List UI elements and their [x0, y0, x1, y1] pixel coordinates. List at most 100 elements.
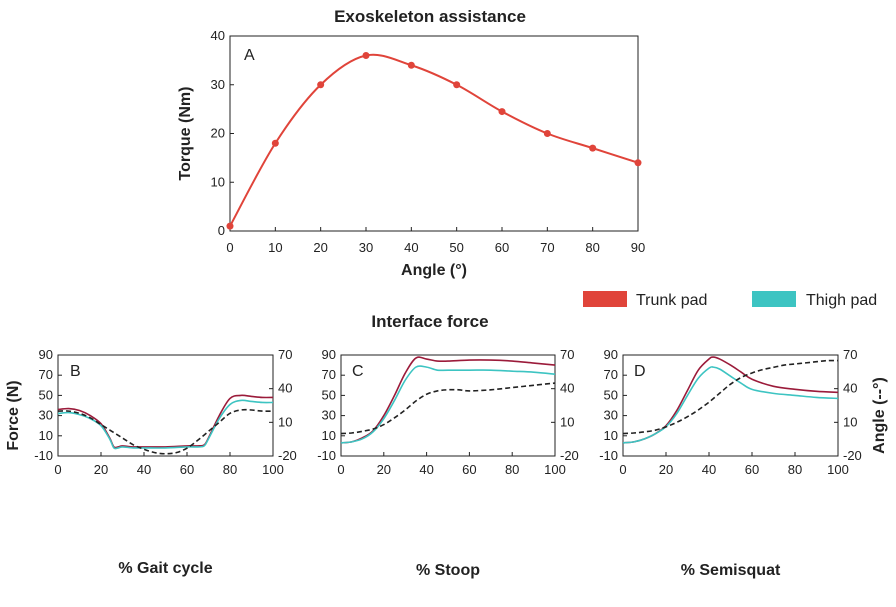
legend: Trunk pad Thigh pad: [583, 291, 877, 309]
panel-b-ylabel: Force (N): [5, 380, 22, 450]
panel-a-xtick-label: 90: [631, 240, 645, 255]
panel-a-series-0-line: [229, 53, 639, 227]
panel-a-xtick-label: 80: [585, 240, 599, 255]
panel-d-xtick-label: 40: [702, 462, 716, 477]
legend-swatch-trunk: [583, 291, 627, 307]
panel-d-ytick-label: 90: [604, 347, 618, 362]
panel-d-y2tick-label: 10: [843, 414, 857, 429]
panel-d-xtick-label: 60: [745, 462, 759, 477]
panel-b-series-0-line: [57, 394, 274, 449]
panel-a-xtick-label: 50: [449, 240, 463, 255]
legend-label-thigh: Thigh pad: [806, 292, 877, 309]
panel-c-ytick-label: 30: [322, 408, 336, 423]
panel-c-y2tick-label: -20: [560, 448, 579, 463]
panel-b-series-1-line: [57, 399, 274, 450]
panel-a-series-0-point-8: [589, 144, 597, 152]
panel-c-y2tick-label: 70: [560, 347, 574, 362]
panel-c-xtick-label: 0: [337, 462, 344, 477]
panel-d-ytick-label: 30: [604, 408, 618, 423]
panel-c-xtick-label: 40: [419, 462, 433, 477]
panel-b-xtick-label: 60: [180, 462, 194, 477]
panel-b-ytick-label: -10: [34, 448, 53, 463]
panel-c-axes-box: [340, 354, 556, 457]
panel-b-ytick-label: 50: [39, 387, 53, 402]
panel-b-ytick-label: 90: [39, 347, 53, 362]
panel-b-y2tick-label: 70: [278, 347, 292, 362]
panel-a-series-0-point-5: [453, 81, 461, 89]
panel-a-ylabel: Torque (Nm): [177, 87, 194, 181]
panel-a-ytick-label: 20: [211, 126, 225, 141]
panel-c-xtick-label: 100: [544, 462, 566, 477]
panel-c-xtick-label: 80: [505, 462, 519, 477]
panel-b-ytick-label: 70: [39, 367, 53, 382]
panel-a-series-0-point-0: [226, 222, 234, 230]
panel-c-series-2-line: [340, 382, 556, 435]
panel-a-letter: A: [244, 47, 255, 64]
panel-a-series-0-point-2: [317, 81, 325, 89]
panel-d-axes-box: [622, 354, 839, 457]
interface-force-title: Interface force: [371, 312, 488, 331]
panel-a-ytick-label: 10: [211, 174, 225, 189]
panel-d-letter: D: [634, 363, 646, 380]
panel-d-xtick-label: 100: [827, 462, 849, 477]
panel-a-series-0-point-1: [271, 139, 279, 147]
panel-d-xtick-label: 0: [619, 462, 626, 477]
panel-b-xtick-label: 0: [54, 462, 61, 477]
panel-d-ytick-label: 10: [604, 428, 618, 443]
panel-b-series-2-line: [57, 408, 274, 455]
panel-b-xtick-label: 40: [137, 462, 151, 477]
panel-c-y2tick-label: 40: [560, 381, 574, 396]
chart-a-title: Exoskeleton assistance: [334, 7, 526, 26]
panel-b-ytick-label: 30: [39, 408, 53, 423]
panel-b-xtick-label: 20: [94, 462, 108, 477]
panel-d-series-1-line: [622, 366, 839, 444]
panel-c-xtick-label: 20: [377, 462, 391, 477]
panel-d-y2tick-label: 40: [843, 381, 857, 396]
plots-layer: 0 10 20 30 40 50 60 70 80 90 0 10 20 30 40 A Angle (°) To…: [5, 28, 888, 579]
panel-a-series-0-point-9: [634, 159, 642, 167]
panel-a-series-0-point-3: [362, 52, 370, 59]
panel-a-xtick-label: 60: [495, 240, 509, 255]
panel-b-y2tick-label: 40: [278, 381, 292, 396]
panel-a-series-0-point-6: [498, 108, 506, 116]
panel-d-y2tick-label: 70: [843, 347, 857, 362]
panel-a-xtick-label: 10: [268, 240, 282, 255]
panel-c-series-1-line: [340, 365, 556, 444]
panel-b-axes-box: [57, 354, 274, 457]
panel-d-xtick-label: 80: [788, 462, 802, 477]
panel-b-y2tick-label: 10: [278, 414, 292, 429]
panel-c-letter: C: [352, 363, 364, 380]
panel-d-xtick-label: 20: [659, 462, 673, 477]
panel-a-series-0-point-7: [543, 130, 551, 137]
panel-a-series-0-point-4: [407, 61, 415, 69]
panel-c-ytick-label: 10: [322, 428, 336, 443]
panel-c-xlabel: % Stoop: [416, 562, 480, 579]
panel-c-y2tick-label: 10: [560, 414, 574, 429]
panel-d-ylabel: Angle (--°): [871, 377, 888, 454]
panel-a-xtick-label: 70: [540, 240, 554, 255]
panel-c-xtick-label: 60: [462, 462, 476, 477]
panel-d-y2tick-label: -20: [843, 448, 862, 463]
panel-c-ytick-label: 50: [322, 387, 336, 402]
panel-d-ytick-label: -10: [599, 448, 618, 463]
panel-c-ytick-label: 90: [322, 347, 336, 362]
legend-label-trunk: Trunk pad: [636, 292, 707, 309]
panel-b-y2tick-label: -20: [278, 448, 297, 463]
panel-c-ytick-label: 70: [322, 367, 336, 382]
panel-b-xtick-label: 80: [223, 462, 237, 477]
panel-c-ytick-label: -10: [317, 448, 336, 463]
panel-d-ytick-label: 70: [604, 367, 618, 382]
panel-d-series-2-line: [622, 359, 839, 435]
panel-a-xtick-label: 30: [359, 240, 373, 255]
panel-a-xtick-label: 20: [313, 240, 327, 255]
panel-b-letter: B: [70, 363, 81, 380]
legend-swatch-thigh: [752, 291, 796, 307]
panel-b-ytick-label: 10: [39, 428, 53, 443]
panel-a-xlabel: Angle (°): [401, 262, 467, 279]
panel-a-xtick-label: 40: [404, 240, 418, 255]
panel-a-axes-box: [229, 35, 639, 232]
panel-a-xtick-label: 0: [226, 240, 233, 255]
panel-d-ytick-label: 50: [604, 387, 618, 402]
